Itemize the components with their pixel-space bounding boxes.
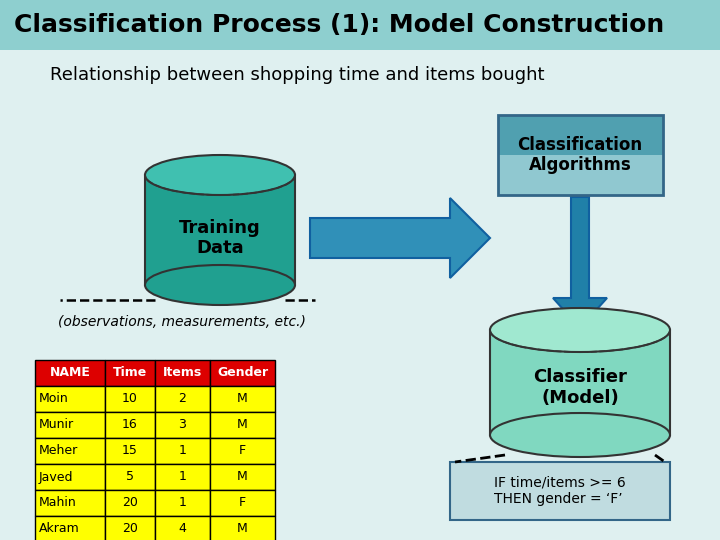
Text: Meher: Meher	[39, 444, 78, 457]
Text: 5: 5	[126, 470, 134, 483]
Text: 3: 3	[179, 418, 186, 431]
Bar	[105, 360, 155, 386]
Text: 20: 20	[122, 496, 138, 510]
Text: 1: 1	[179, 470, 186, 483]
Text: Relationship between shopping time and items bought: Relationship between shopping time and i…	[50, 66, 544, 84]
Text: M: M	[237, 470, 248, 483]
Bar	[105, 386, 155, 412]
Text: 20: 20	[122, 523, 138, 536]
Ellipse shape	[145, 265, 295, 305]
Text: Akram: Akram	[39, 523, 80, 536]
Text: 10: 10	[122, 393, 138, 406]
Text: Classifier
(Model): Classifier (Model)	[533, 368, 627, 407]
Bar	[450, 462, 670, 520]
Text: Moin: Moin	[39, 393, 68, 406]
Text: IF time/items >= 6
THEN gender = ‘F’: IF time/items >= 6 THEN gender = ‘F’	[494, 476, 626, 506]
Ellipse shape	[490, 308, 670, 352]
Bar	[210, 412, 275, 438]
Bar	[155, 438, 210, 464]
Bar	[35, 490, 105, 516]
Bar	[145, 175, 295, 285]
Text: 1: 1	[179, 444, 186, 457]
Ellipse shape	[490, 413, 670, 457]
Bar	[155, 412, 210, 438]
Polygon shape	[310, 198, 490, 278]
Bar	[35, 516, 105, 540]
Bar	[35, 464, 105, 490]
Text: 4: 4	[179, 523, 186, 536]
Text: Munir: Munir	[39, 418, 74, 431]
Text: 15: 15	[122, 444, 138, 457]
Bar	[498, 115, 662, 195]
Bar	[155, 464, 210, 490]
Bar	[210, 438, 275, 464]
Text: Gender: Gender	[217, 367, 268, 380]
Text: Mahin: Mahin	[39, 496, 77, 510]
Text: Items: Items	[163, 367, 202, 380]
Bar	[490, 330, 670, 435]
Text: M: M	[237, 418, 248, 431]
Text: Training
Data: Training Data	[179, 219, 261, 258]
Bar	[210, 360, 275, 386]
Text: 2: 2	[179, 393, 186, 406]
Bar	[35, 386, 105, 412]
Bar	[210, 386, 275, 412]
Polygon shape	[553, 197, 607, 328]
Bar	[498, 115, 662, 155]
Bar	[155, 360, 210, 386]
Bar	[105, 464, 155, 490]
Bar	[155, 490, 210, 516]
Bar	[210, 464, 275, 490]
Text: NAME: NAME	[50, 367, 91, 380]
Bar	[210, 516, 275, 540]
Bar	[210, 490, 275, 516]
Text: Time: Time	[113, 367, 147, 380]
Bar	[105, 490, 155, 516]
Bar	[35, 360, 105, 386]
Ellipse shape	[145, 155, 295, 195]
Bar	[35, 438, 105, 464]
Bar	[155, 386, 210, 412]
Bar	[155, 516, 210, 540]
Bar	[0, 0, 720, 50]
Text: M: M	[237, 393, 248, 406]
Text: Javed: Javed	[39, 470, 73, 483]
Bar	[105, 438, 155, 464]
Text: Classification Process (1): Model Construction: Classification Process (1): Model Constr…	[14, 13, 665, 37]
Bar	[105, 516, 155, 540]
Text: 1: 1	[179, 496, 186, 510]
Text: F: F	[239, 444, 246, 457]
Bar	[498, 155, 662, 195]
Bar	[105, 412, 155, 438]
Text: (observations, measurements, etc.): (observations, measurements, etc.)	[58, 315, 306, 329]
Text: 16: 16	[122, 418, 138, 431]
Bar	[35, 412, 105, 438]
Text: M: M	[237, 523, 248, 536]
Text: Classification
Algorithms: Classification Algorithms	[518, 136, 642, 174]
Text: F: F	[239, 496, 246, 510]
